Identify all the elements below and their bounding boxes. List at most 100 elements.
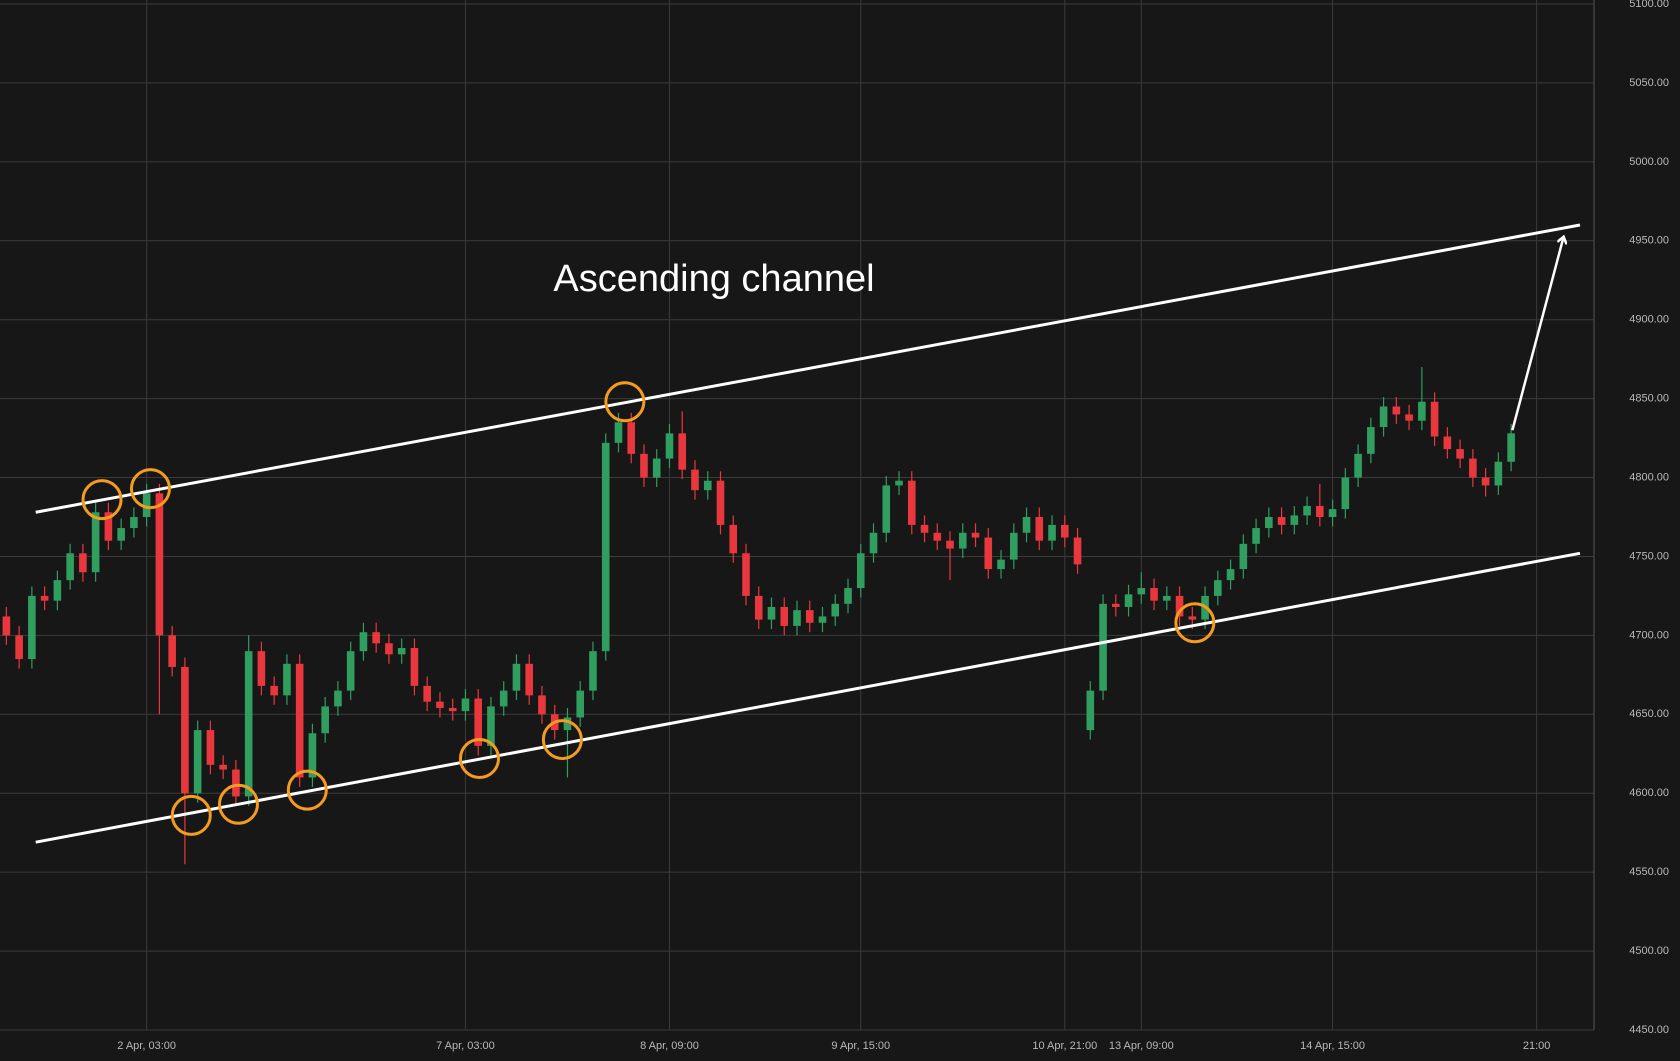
candle-body (1099, 603, 1107, 691)
candle-body (716, 480, 725, 525)
candle-body (461, 698, 470, 712)
candle-body (1328, 509, 1337, 517)
y-tick-label: 4550.00 (1629, 866, 1669, 878)
candle-body (805, 610, 814, 623)
candle-body (181, 666, 189, 794)
y-tick-label: 5000.00 (1629, 156, 1669, 168)
candle-body (601, 442, 610, 652)
candle-body (2, 616, 11, 636)
candle-body (474, 698, 482, 746)
candle-body (691, 469, 699, 491)
candle-body (997, 559, 1005, 570)
y-tick-label: 4850.00 (1629, 393, 1669, 405)
candle-body (130, 517, 138, 529)
candle-body (104, 512, 113, 541)
candle-body (729, 524, 738, 554)
candle-body (1418, 401, 1426, 421)
candle-body (793, 610, 801, 626)
touch-marker (81, 479, 123, 521)
candle-body (257, 651, 266, 686)
y-tick-label: 4500.00 (1629, 945, 1669, 957)
candle-body (1405, 414, 1413, 421)
touch-marker (170, 794, 212, 836)
candle-body (1124, 594, 1133, 607)
candle-body (1060, 524, 1069, 538)
candle-body (206, 730, 215, 765)
candle-body (1035, 517, 1044, 541)
x-tick-label: 9 Apr, 15:00 (831, 1040, 890, 1052)
candle-body (40, 595, 49, 601)
touch-marker (286, 769, 328, 811)
candle-body (1137, 588, 1146, 595)
candle-body (1086, 690, 1095, 731)
candle-body (1354, 453, 1362, 478)
candle-body (410, 648, 419, 686)
candle-body (882, 485, 891, 533)
y-tick-label: 4750.00 (1629, 550, 1669, 562)
overlay-layer (35, 223, 1581, 844)
candle-body (372, 632, 380, 644)
candle-body (665, 433, 674, 459)
candle-body (1494, 461, 1503, 486)
projection-arrow (1511, 238, 1563, 431)
candle-body (1316, 505, 1324, 517)
candle-body (142, 493, 151, 517)
candle-body (1367, 427, 1375, 454)
candle-body (895, 480, 903, 486)
candle-body (1443, 436, 1452, 450)
x-tick-label: 21:00 (1523, 1040, 1551, 1052)
candle-body (971, 532, 980, 538)
y-tick-label: 4650.00 (1629, 708, 1669, 720)
channel-line (35, 223, 1581, 514)
candle-body (66, 553, 74, 581)
y-tick-label: 4800.00 (1629, 471, 1669, 483)
candle-body (1277, 517, 1286, 525)
candle-body (1048, 524, 1056, 541)
candle-body (678, 433, 687, 470)
candle-body (28, 595, 36, 660)
candle-layer (2, 367, 1515, 865)
touch-marker (217, 783, 259, 825)
y-tick-label: 4600.00 (1629, 787, 1669, 799)
grid-layer (0, 0, 1594, 1031)
candle-body (946, 540, 954, 549)
candle-body (1252, 528, 1260, 544)
candle-body (15, 635, 23, 660)
candle-body (640, 453, 648, 478)
candle-body (856, 553, 865, 589)
candle-body (780, 606, 789, 626)
candle-body (920, 524, 929, 533)
candle-body (385, 643, 393, 655)
candle-body (1481, 477, 1490, 486)
candle-body (79, 553, 87, 573)
candle-body (984, 537, 993, 570)
candle-body (436, 701, 444, 708)
y-tick-label: 5050.00 (1629, 77, 1669, 89)
candle-body (538, 695, 546, 715)
candle-body (423, 685, 431, 702)
candle-body (1214, 580, 1222, 596)
candle-body (193, 730, 202, 794)
candle-body (1469, 458, 1477, 478)
y-tick-label: 4700.00 (1629, 629, 1669, 641)
candle-body (1265, 517, 1273, 529)
candle-body (589, 651, 597, 691)
candle-body (869, 532, 878, 554)
candle-body (958, 532, 967, 549)
candle-body (1430, 401, 1439, 437)
candle-body (907, 480, 916, 525)
candle-body (283, 663, 291, 696)
candle-body (1009, 532, 1018, 560)
candle-body (1392, 406, 1401, 415)
candle-body (1188, 616, 1197, 620)
x-tick-label: 14 Apr, 15:00 (1300, 1040, 1365, 1052)
candle-body (499, 690, 508, 707)
y-tick-label: 4900.00 (1629, 314, 1669, 326)
candle-body (627, 422, 636, 454)
candle-body (270, 685, 278, 696)
candle-body (1303, 505, 1311, 516)
candle-body (295, 663, 304, 778)
candle-body (1456, 449, 1464, 459)
x-tick-label: 7 Apr, 03:00 (436, 1040, 495, 1052)
